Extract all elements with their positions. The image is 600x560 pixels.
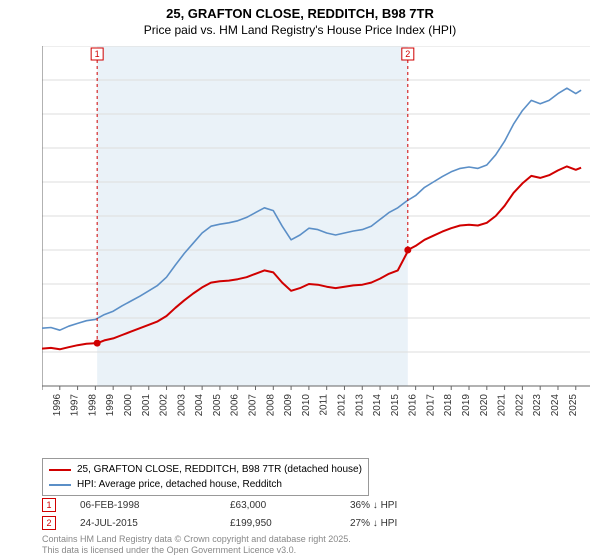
svg-text:2006: 2006 [230,394,241,416]
svg-text:2008: 2008 [265,394,276,416]
title-block: 25, GRAFTON CLOSE, REDDITCH, B98 7TR Pri… [0,0,600,38]
marker-price-2: £199,950 [230,518,350,529]
legend-swatch-price-paid [49,469,71,471]
svg-text:2020: 2020 [479,394,490,416]
title-line1: 25, GRAFTON CLOSE, REDDITCH, B98 7TR [0,6,600,23]
svg-text:2019: 2019 [461,394,472,416]
svg-text:2010: 2010 [301,394,312,416]
svg-text:2000: 2000 [123,394,134,416]
svg-text:2022: 2022 [514,394,525,416]
attribution: Contains HM Land Registry data © Crown c… [42,534,351,556]
svg-text:2017: 2017 [425,394,436,416]
svg-text:2003: 2003 [176,394,187,416]
svg-text:1997: 1997 [70,394,81,416]
chart-area: £0£50K£100K£150K£200K£250K£300K£350K£400… [42,46,590,416]
legend-box: 25, GRAFTON CLOSE, REDDITCH, B98 7TR (de… [42,458,369,496]
legend-row-price-paid: 25, GRAFTON CLOSE, REDDITCH, B98 7TR (de… [49,462,362,477]
svg-text:2025: 2025 [568,394,579,416]
svg-text:2005: 2005 [212,394,223,416]
svg-text:1998: 1998 [87,394,98,416]
svg-text:2016: 2016 [408,394,419,416]
attribution-line1: Contains HM Land Registry data © Crown c… [42,534,351,545]
marker-badge-1: 1 [42,498,56,512]
svg-text:2024: 2024 [550,394,561,416]
svg-text:2011: 2011 [319,394,330,416]
svg-text:2021: 2021 [497,394,508,416]
title-line2: Price paid vs. HM Land Registry's House … [0,23,600,39]
legend-label-hpi: HPI: Average price, detached house, Redd… [77,477,282,492]
svg-text:2007: 2007 [248,394,259,416]
svg-text:2013: 2013 [354,394,365,416]
legend-label-price-paid: 25, GRAFTON CLOSE, REDDITCH, B98 7TR (de… [77,462,362,477]
svg-text:2015: 2015 [390,394,401,416]
svg-text:1995: 1995 [42,394,45,416]
svg-text:2018: 2018 [443,394,454,416]
legend-row-hpi: HPI: Average price, detached house, Redd… [49,477,362,492]
svg-text:2014: 2014 [372,394,383,416]
attribution-line2: This data is licensed under the Open Gov… [42,545,351,556]
svg-text:2012: 2012 [336,394,347,416]
svg-text:1996: 1996 [52,394,63,416]
marker-row-1: 1 06-FEB-1998 £63,000 36% ↓ HPI [42,496,470,514]
svg-text:2009: 2009 [283,394,294,416]
marker-badge-2: 2 [42,516,56,530]
svg-text:2002: 2002 [159,394,170,416]
legend-swatch-hpi [49,484,71,486]
svg-text:2023: 2023 [532,394,543,416]
marker-table: 1 06-FEB-1998 £63,000 36% ↓ HPI 2 24-JUL… [42,496,470,532]
marker-price-1: £63,000 [230,500,350,511]
marker-pct-2: 27% ↓ HPI [350,518,470,529]
chart-container: 25, GRAFTON CLOSE, REDDITCH, B98 7TR Pri… [0,0,600,560]
svg-text:2: 2 [405,49,410,59]
svg-text:1999: 1999 [105,394,116,416]
svg-text:2004: 2004 [194,394,205,416]
chart-svg: £0£50K£100K£150K£200K£250K£300K£350K£400… [42,46,590,416]
marker-pct-1: 36% ↓ HPI [350,500,470,511]
svg-text:2001: 2001 [141,394,152,416]
svg-text:1: 1 [95,49,100,59]
marker-date-1: 06-FEB-1998 [80,500,230,511]
marker-date-2: 24-JUL-2015 [80,518,230,529]
marker-row-2: 2 24-JUL-2015 £199,950 27% ↓ HPI [42,514,470,532]
